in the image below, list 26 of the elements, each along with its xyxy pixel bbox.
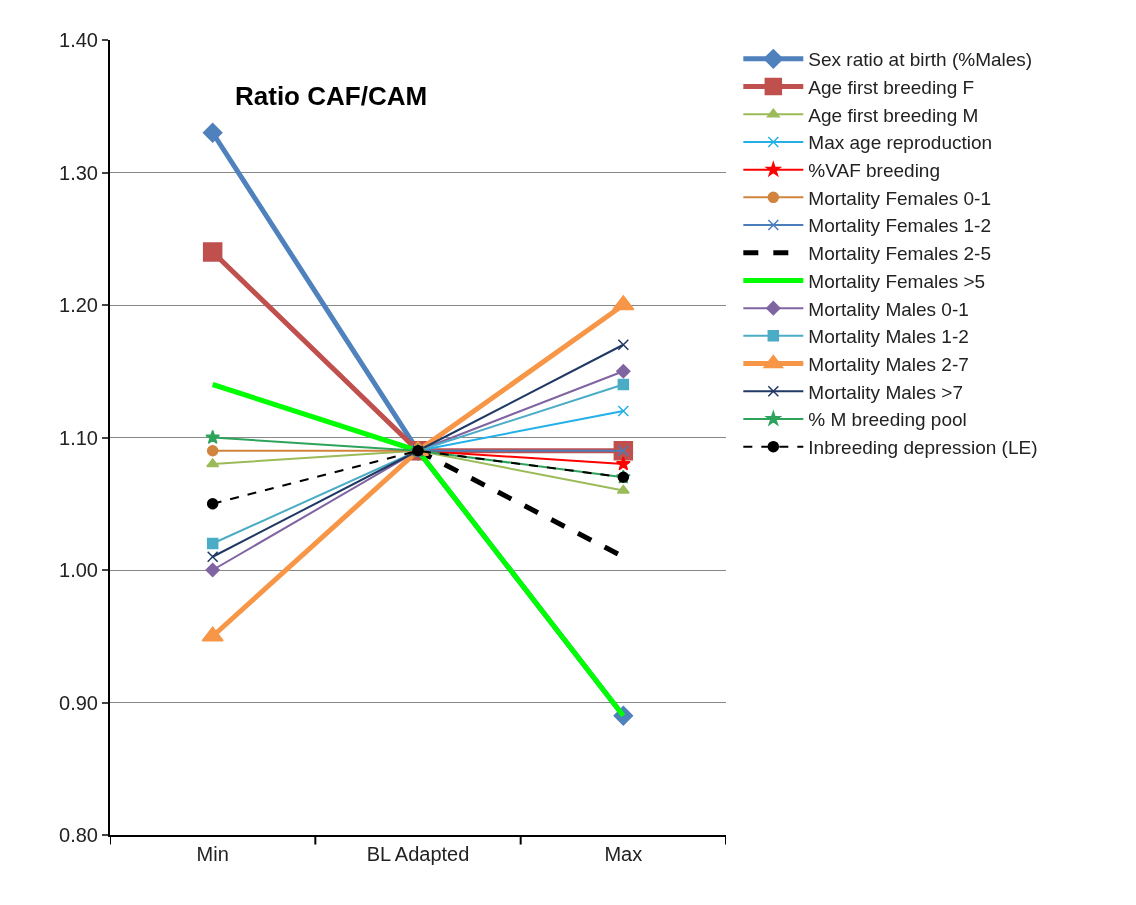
y-tick-label: 0.80 xyxy=(59,824,98,846)
legend-label: Mortality Males 1-2 xyxy=(808,326,969,348)
legend-label: % M breeding pool xyxy=(808,409,967,431)
x-tick-label: BL Adapted xyxy=(366,843,470,865)
legend-label: Mortality Females 0-1 xyxy=(808,187,991,209)
y-tick-label: 1.00 xyxy=(59,559,98,581)
legend-label: Mortality Males 0-1 xyxy=(808,298,969,320)
x-tick-label: Min xyxy=(196,843,229,865)
legend-label: Mortality Males >7 xyxy=(808,381,964,403)
legend-label: Mortality Males 2-7 xyxy=(808,353,969,375)
legend-label: Mortality Females >5 xyxy=(808,270,986,292)
y-tick-label: 1.20 xyxy=(59,294,98,316)
y-tick-label: 1.40 xyxy=(59,29,98,51)
legend-label: Mortality Females 1-2 xyxy=(808,215,991,237)
y-tick-label: 0.90 xyxy=(59,691,98,714)
legend-label: %VAF breeding xyxy=(808,160,940,182)
legend-label: Mortality Females 2-5 xyxy=(808,243,991,265)
legend-label: Inbreeding depression (LE) xyxy=(808,437,1038,459)
y-tick-label: 1.10 xyxy=(59,426,98,449)
legend-label: Max age reproduction xyxy=(808,132,993,154)
legend-label: Age first breeding M xyxy=(808,104,979,126)
legend-label: Sex ratio at birth (%Males) xyxy=(808,49,1033,71)
x-tick-label: Max xyxy=(604,843,643,865)
legend-label: Age first breeding F xyxy=(808,76,975,98)
text: Ratio CAF/CAM xyxy=(235,81,428,111)
y-tick-label: 1.30 xyxy=(59,161,98,184)
